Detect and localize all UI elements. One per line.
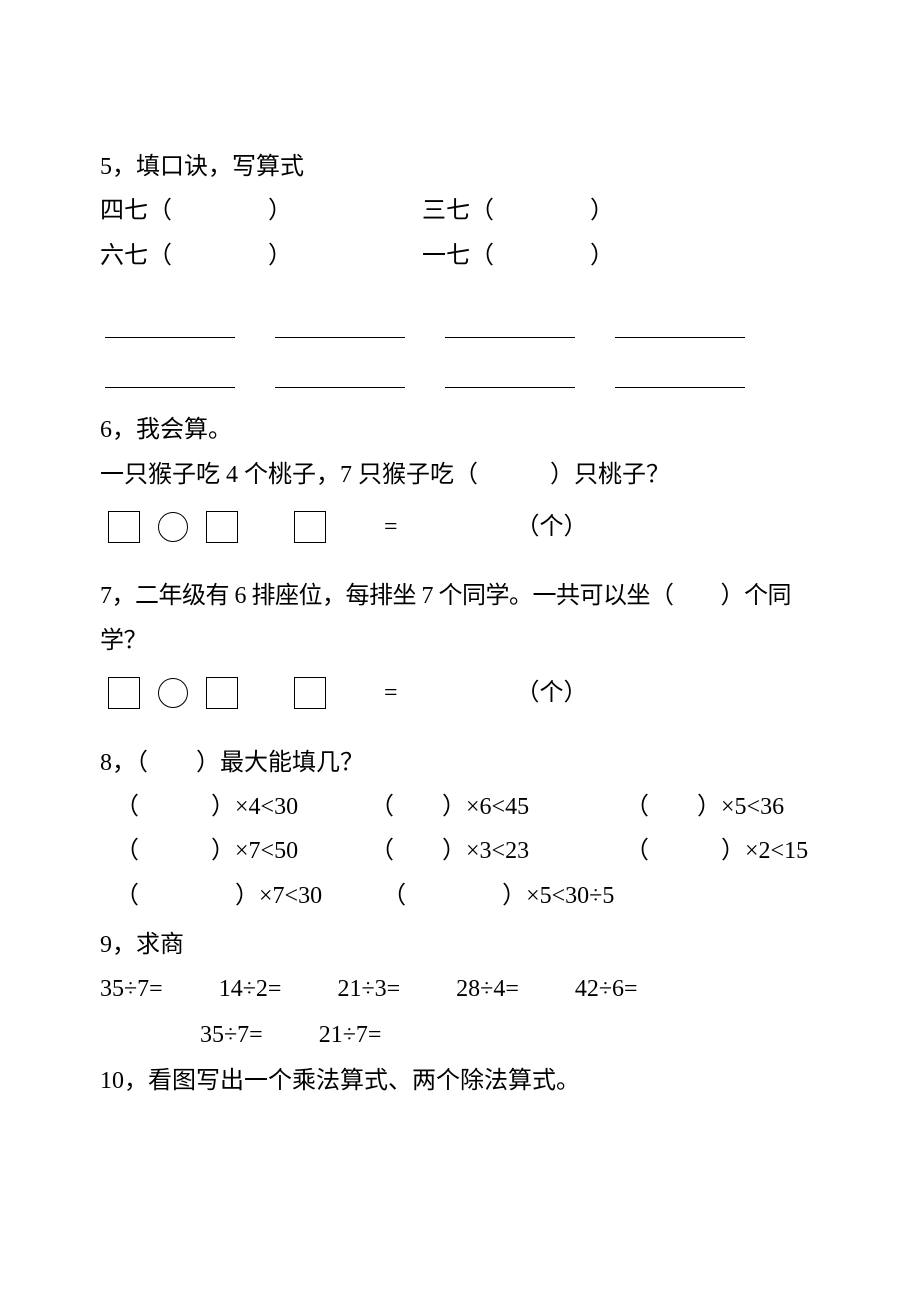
q5-item: 三七（ ）	[422, 189, 614, 233]
unit-label: （个）	[516, 505, 588, 549]
q5-item: 四七（ ）	[100, 189, 292, 233]
q9-item: 14÷2=	[219, 967, 282, 1013]
blank-line	[275, 308, 405, 338]
square-box	[206, 511, 238, 543]
q5-blanks-row-2	[100, 358, 820, 388]
q8-row: （ ）×7<50 （ ）×3<23 （ ）×2<15	[100, 829, 820, 873]
q5-blanks-row-1	[100, 308, 820, 338]
q6-equation: = （个）	[100, 505, 820, 549]
q6-title: 6，我会算。	[100, 408, 820, 452]
q5-row-1: 四七（ ） 三七（ ）	[100, 189, 820, 233]
circle-box	[158, 678, 188, 708]
blank-line	[615, 358, 745, 388]
q8-item: （ ）×3<23	[370, 829, 565, 873]
blank-line	[445, 358, 575, 388]
q5-title: 5，填口诀，写算式	[100, 145, 820, 189]
q7-title: 7，二年级有 6 排座位，每排坐 7 个同学。一共可以坐（ ）个同学？	[100, 574, 820, 663]
square-box	[108, 511, 140, 543]
q9-item: 21÷7=	[319, 1013, 382, 1059]
q8-item: （ ）×5<30÷5	[382, 874, 614, 918]
blank-line	[445, 308, 575, 338]
q8-row: （ ）×7<30 （ ）×5<30÷5	[100, 874, 820, 918]
blank-line	[615, 308, 745, 338]
q9-item: 35÷7=	[200, 1013, 263, 1059]
q9-item: 21÷3=	[337, 967, 400, 1013]
q9-title: 9，求商	[100, 923, 820, 967]
q8-item: （ ）×2<15	[625, 829, 820, 873]
blank-line	[105, 358, 235, 388]
blank-line	[275, 358, 405, 388]
q8-item	[674, 874, 820, 918]
equals-sign: =	[384, 505, 398, 549]
q8-item: （ ）×4<30	[115, 785, 310, 829]
q8-item: （ ）×7<50	[115, 829, 310, 873]
equals-sign: =	[384, 671, 398, 715]
q8-title: 8，（ ）最大能填几？	[100, 741, 820, 785]
q5-row-2: 六七（ ） 一七（ ）	[100, 234, 820, 278]
circle-box	[158, 512, 188, 542]
q5-item: 一七（ ）	[422, 234, 614, 278]
unit-label: （个）	[516, 671, 588, 715]
q6-text: 一只猴子吃 4 个桃子，7 只猴子吃（ ）只桃子？	[100, 453, 820, 497]
q9-item: 42÷6=	[575, 967, 638, 1013]
q8-item: （ ）×5<36	[625, 785, 820, 829]
q8-row: （ ）×4<30 （ ）×6<45 （ ）×5<36	[100, 785, 820, 829]
q5-item: 六七（ ）	[100, 234, 292, 278]
square-box	[108, 677, 140, 709]
square-box	[206, 677, 238, 709]
square-box	[294, 511, 326, 543]
q10-title: 10，看图写出一个乘法算式、两个除法算式。	[100, 1059, 820, 1103]
q7-equation: = （个）	[100, 671, 820, 715]
blank-line	[105, 308, 235, 338]
q8-item: （ ）×6<45	[370, 785, 565, 829]
q9-items: 35÷7= 14÷2= 21÷3= 28÷4= 42÷6= 35÷7= 21÷7…	[100, 967, 820, 1058]
q9-item: 35÷7=	[100, 967, 163, 1013]
q9-item: 28÷4=	[456, 967, 519, 1013]
square-box	[294, 677, 326, 709]
q8-item: （ ）×7<30	[115, 874, 322, 918]
